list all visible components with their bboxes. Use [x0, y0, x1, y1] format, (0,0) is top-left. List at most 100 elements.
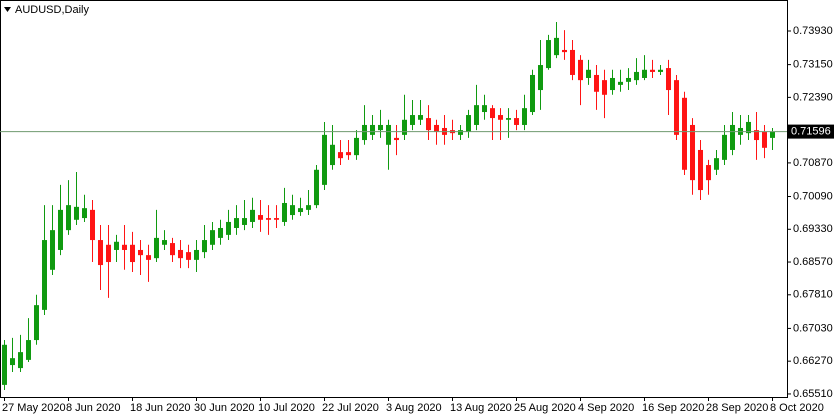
x-tick-label: 16 Sep 2020: [642, 402, 704, 414]
candle-body: [314, 169, 319, 206]
candle-body: [402, 119, 407, 135]
candle-body: [474, 105, 479, 125]
y-tick-label: 0.67810: [793, 289, 833, 301]
candle-body: [538, 65, 543, 91]
candle-body: [106, 244, 111, 263]
y-tick-label: 0.65510: [793, 388, 833, 400]
candle-body: [154, 237, 159, 259]
candle-body: [194, 249, 199, 260]
candle-body: [258, 215, 263, 220]
y-tick-label: 0.67030: [793, 322, 833, 334]
candle-body: [90, 209, 95, 241]
candle-body: [306, 205, 311, 210]
candle-body: [346, 152, 351, 156]
x-tick-label: 8 Jun 2020: [66, 402, 120, 414]
candle-body: [770, 131, 775, 138]
candle-body: [602, 80, 607, 95]
candle-body: [498, 115, 503, 120]
y-tick-label: 0.70870: [793, 157, 833, 169]
candle-body: [618, 81, 623, 85]
candle-body: [370, 124, 375, 135]
candle-body: [698, 149, 703, 191]
candle-body: [274, 218, 279, 220]
y-tick-label: 0.72390: [793, 91, 833, 103]
candle-body: [458, 130, 463, 135]
candle-body: [330, 144, 335, 166]
candle-body: [130, 244, 135, 263]
candle-body: [82, 208, 87, 219]
candle-body: [282, 202, 287, 222]
candle-body: [242, 218, 247, 225]
chart-title: AUDUSD,Daily: [15, 4, 89, 16]
candle-body: [362, 124, 367, 141]
candle-body: [434, 124, 439, 132]
price-label: 0.71596: [791, 126, 831, 138]
candle-body: [762, 131, 767, 148]
x-tick-label: 27 May 2020: [2, 402, 66, 414]
candle-body: [730, 124, 735, 150]
candle-body: [266, 218, 271, 220]
candle-body: [650, 69, 655, 72]
candle-body: [578, 59, 583, 81]
candle-body: [298, 208, 303, 213]
y-tick-label: 0.69330: [793, 223, 833, 235]
candle-body: [146, 255, 151, 260]
x-tick-label: 28 Sep 2020: [706, 402, 768, 414]
candle-body: [522, 108, 527, 125]
candle-body: [98, 240, 103, 266]
candle-body: [34, 305, 39, 341]
candle-body: [250, 209, 255, 222]
candle-body: [354, 137, 359, 156]
candle-body: [722, 134, 727, 160]
candle-body: [594, 74, 599, 92]
candle-body: [562, 49, 567, 53]
candle-body: [674, 80, 679, 135]
candle-body: [234, 218, 239, 228]
plot-frame: [0, 0, 788, 398]
candle-body: [394, 137, 399, 141]
candle-body: [754, 130, 759, 141]
candle-body: [74, 206, 79, 220]
candle-body: [682, 97, 687, 170]
candle-body: [746, 121, 751, 134]
candle-body: [210, 230, 215, 245]
x-tick-label: 25 Aug 2020: [514, 402, 576, 414]
x-tick-label: 3 Aug 2020: [386, 402, 442, 414]
x-tick-label: 30 Jun 2020: [194, 402, 255, 414]
y-tick-label: 0.68570: [793, 256, 833, 268]
candle-body: [18, 352, 23, 369]
x-tick-label: 18 Jun 2020: [130, 402, 191, 414]
candle-body: [138, 249, 143, 256]
candle-body: [554, 37, 559, 56]
x-tick-label: 10 Jul 2020: [258, 402, 315, 414]
candle-body: [50, 230, 55, 270]
candle-body: [410, 115, 415, 125]
candle-body: [58, 209, 63, 250]
candle-body: [66, 205, 71, 231]
candle-body: [610, 77, 615, 91]
candle-body: [634, 71, 639, 81]
candle-body: [10, 358, 15, 366]
candle-body: [122, 244, 127, 250]
x-tick-label: 4 Sep 2020: [578, 402, 634, 414]
candle-body: [2, 344, 7, 385]
candle-body: [466, 115, 471, 132]
candle-body: [218, 227, 223, 238]
candle-body: [482, 105, 487, 113]
candle-body: [714, 158, 719, 170]
price-label-box: [788, 124, 834, 139]
candle-body: [202, 240, 207, 253]
candle-body: [162, 240, 167, 245]
candle-body: [114, 241, 119, 250]
menu-triangle[interactable]: [4, 7, 11, 12]
y-tick-label: 0.73930: [793, 25, 833, 37]
candle-body: [290, 205, 295, 216]
candle-body: [426, 118, 431, 131]
candle-body: [322, 134, 327, 185]
candle-body: [506, 118, 511, 120]
candle-body: [170, 243, 175, 256]
x-tick-label: 22 Jul 2020: [322, 402, 379, 414]
candle-body: [642, 69, 647, 78]
x-tick-label: 8 Oct 2020: [770, 402, 824, 414]
